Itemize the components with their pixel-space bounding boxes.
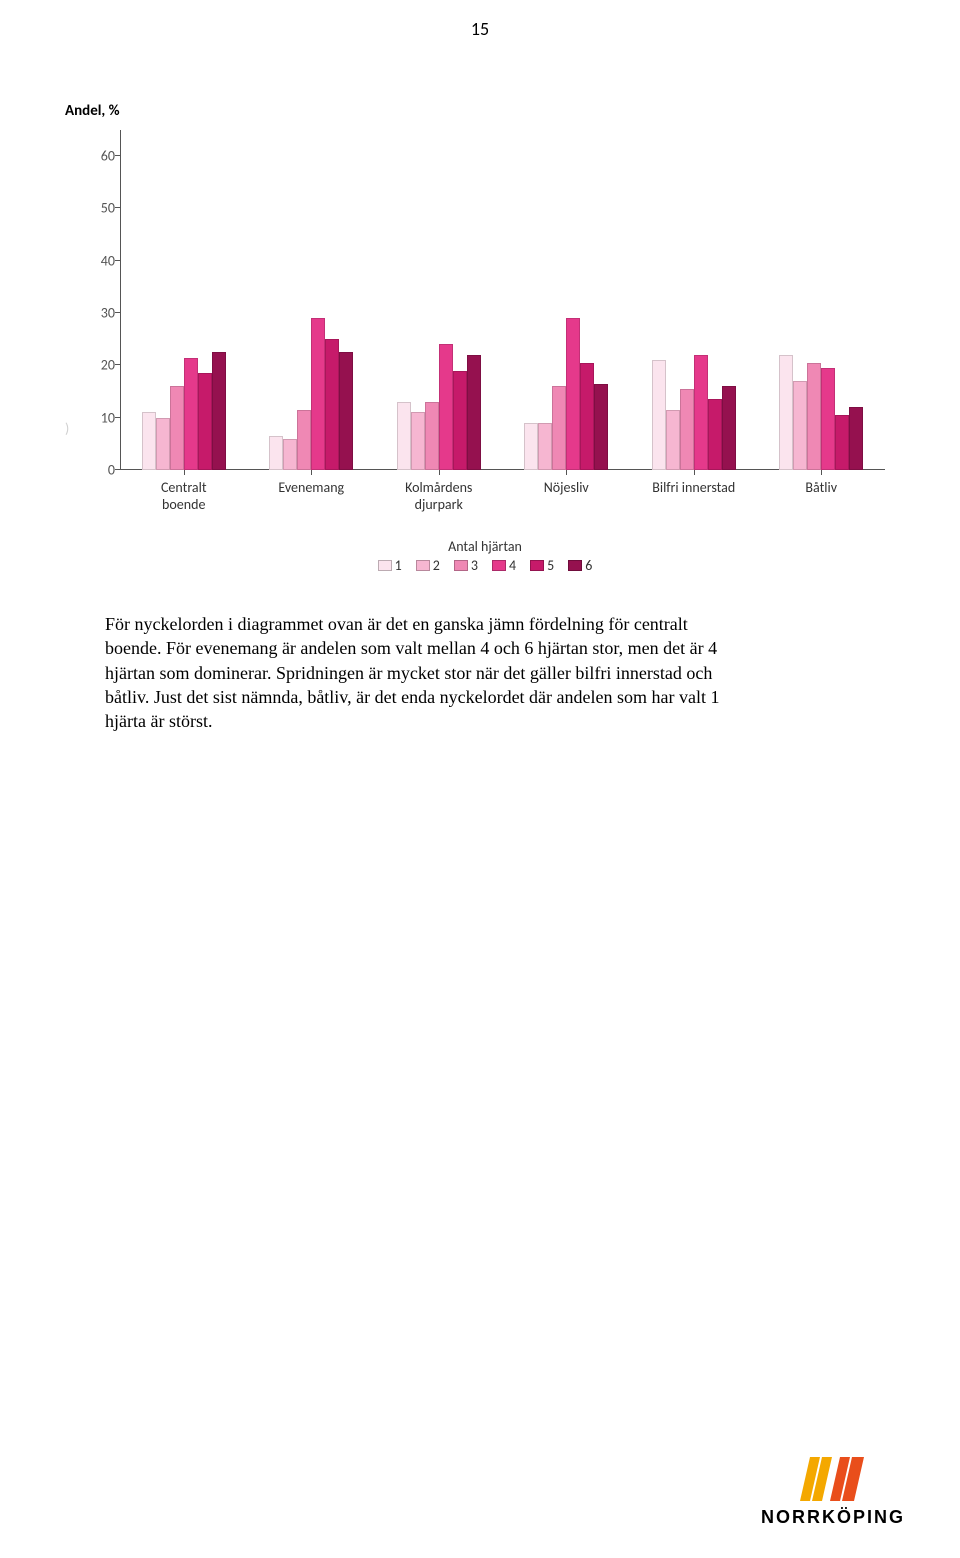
bar: [142, 412, 156, 470]
x-label: Nöjesliv: [503, 480, 631, 514]
bar-group: [375, 130, 503, 470]
bar: [411, 412, 425, 470]
bar-group: [248, 130, 376, 470]
bar-group: [503, 130, 631, 470]
bar: [311, 318, 325, 470]
bar: [184, 358, 198, 470]
legend-item: 6: [568, 557, 592, 574]
legend-title: Antal hjärtan: [65, 538, 905, 555]
bars: [142, 130, 226, 470]
bar-group: [630, 130, 758, 470]
bar: [779, 355, 793, 470]
bar-groups: [120, 130, 885, 470]
bar: [170, 386, 184, 470]
x-label: Evenemang: [248, 480, 376, 514]
x-tick-mark: [694, 470, 695, 475]
x-label: Båtliv: [758, 480, 886, 514]
y-tick-label: 20: [85, 357, 115, 374]
bar: [694, 355, 708, 470]
bar: [594, 384, 608, 470]
x-tick-mark: [311, 470, 312, 475]
legend-swatch: [454, 560, 468, 571]
legend-label: 5: [547, 557, 554, 574]
bars: [397, 130, 481, 470]
grouped-bar-chart: Andel, % 0102030405060 CentraltboendeEve…: [65, 110, 905, 530]
y-tick-label: 40: [85, 252, 115, 269]
bar: [212, 352, 226, 470]
bar: [552, 386, 566, 470]
bar: [439, 344, 453, 470]
bar: [793, 381, 807, 470]
logo-text: NORRKÖPING: [761, 1507, 905, 1528]
bar: [807, 363, 821, 470]
bars: [779, 130, 863, 470]
bars: [269, 130, 353, 470]
legend-label: 6: [585, 557, 592, 574]
bar: [397, 402, 411, 470]
legend-swatch: [378, 560, 392, 571]
x-label: Kolmårdensdjurpark: [375, 480, 503, 514]
legend-label: 2: [433, 557, 440, 574]
bars: [524, 130, 608, 470]
bar: [156, 418, 170, 470]
bar: [425, 402, 439, 470]
legend-swatch: [568, 560, 582, 571]
legend-item: 5: [530, 557, 554, 574]
bar-group: [120, 130, 248, 470]
legend-swatch: [416, 560, 430, 571]
bar: [835, 415, 849, 470]
body-paragraph: För nyckelorden i diagrammet ovan är det…: [105, 612, 740, 733]
legend-label: 1: [395, 557, 402, 574]
y-tick-label: 50: [85, 200, 115, 217]
x-label: Centraltboende: [120, 480, 248, 514]
legend-item: 1: [378, 557, 402, 574]
y-tick-label: 30: [85, 305, 115, 322]
y-tick-label: 60: [85, 148, 115, 165]
legend-label: 3: [471, 557, 478, 574]
bar: [524, 423, 538, 470]
bar-group: [758, 130, 886, 470]
x-labels: CentraltboendeEvenemangKolmårdensdjurpar…: [120, 480, 885, 514]
bar: [538, 423, 552, 470]
bar: [269, 436, 283, 470]
x-tick-mark: [821, 470, 822, 475]
bar: [666, 410, 680, 470]
bar: [722, 386, 736, 470]
bar: [580, 363, 594, 470]
legend-row: 1 2 3 4 5 6: [65, 557, 905, 574]
bar: [566, 318, 580, 470]
bar: [467, 355, 481, 470]
bar: [652, 360, 666, 470]
norrkoping-logo: NORRKÖPING: [761, 1455, 905, 1528]
bars: [652, 130, 736, 470]
clipped-edge: ): [65, 420, 69, 434]
bar: [325, 339, 339, 470]
legend: Antal hjärtan 1 2 3 4 5 6: [65, 538, 905, 574]
y-axis-label: Andel, %: [65, 102, 120, 120]
logo-icon: [798, 1455, 868, 1503]
legend-swatch: [530, 560, 544, 571]
legend-item: 2: [416, 557, 440, 574]
bar: [453, 371, 467, 470]
bar: [339, 352, 353, 470]
bar: [680, 389, 694, 470]
x-tick-mark: [184, 470, 185, 475]
legend-item: 3: [454, 557, 478, 574]
x-label: Bilfri innerstad: [630, 480, 758, 514]
legend-label: 4: [509, 557, 516, 574]
y-tick-label: 10: [85, 409, 115, 426]
y-tick-label: 0: [85, 462, 115, 479]
legend-item: 4: [492, 557, 516, 574]
bar: [297, 410, 311, 470]
bar: [849, 407, 863, 470]
bar: [283, 439, 297, 470]
page: 15 Andel, % 0102030405060 Centraltboende…: [0, 0, 960, 1558]
x-tick-mark: [439, 470, 440, 475]
bar: [198, 373, 212, 470]
legend-swatch: [492, 560, 506, 571]
x-tick-mark: [566, 470, 567, 475]
page-number: 15: [0, 18, 960, 40]
bar: [708, 399, 722, 470]
bar: [821, 368, 835, 470]
